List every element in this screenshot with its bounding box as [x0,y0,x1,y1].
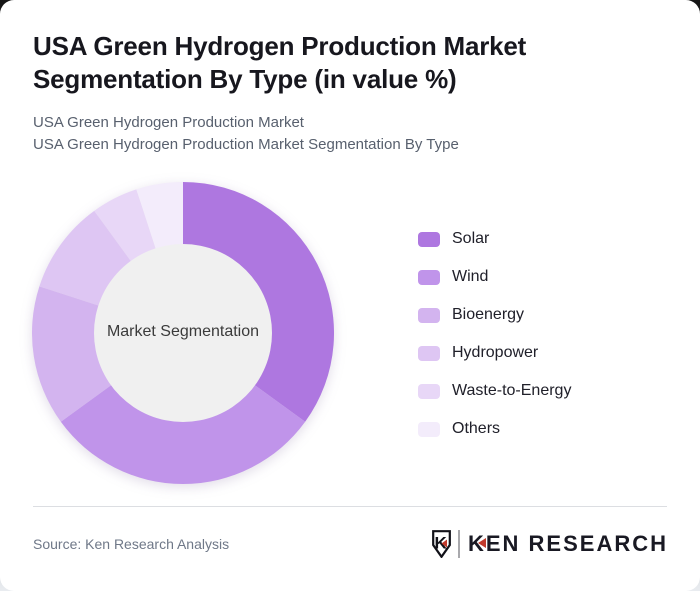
legend-item-others[interactable]: Others [418,414,571,444]
legend-label: Wind [452,268,489,285]
legend-swatch-icon [418,421,440,437]
svg-text:K: K [434,534,447,553]
donut-center-label: Market Segmentation [106,323,260,340]
wordmark-k-triangle-icon [477,538,486,548]
legend-swatch-icon [418,345,440,361]
source-note: Source: Ken Research Analysis [33,536,230,552]
donut-hole [94,244,272,422]
donut-chart: Market Segmentation [32,182,334,484]
footer-divider [33,506,667,507]
logo-divider-bar [457,530,460,558]
chart-legend: Solar Wind Bioenergy Hydropower Waste-to-Ene… [418,224,571,452]
ken-research-logo: K KEN RESEARCH [432,528,668,560]
subtitle-line-2: USA Green Hydrogen Production Market Seg… [33,136,459,153]
page-title: USA Green Hydrogen Production Market Seg… [33,31,527,94]
legend-swatch-icon [418,231,440,247]
legend-label: Bioenergy [452,306,525,323]
legend-label: Others [452,420,501,437]
legend-item-hydropower[interactable]: Hydropower [418,338,571,368]
legend-item-wind[interactable]: Wind [418,262,571,292]
legend-swatch-icon [418,383,440,399]
subtitle-line-1: USA Green Hydrogen Production Market [33,114,304,131]
legend-item-waste-to-energy[interactable]: Waste-to-Energy [418,376,571,406]
legend-label: Waste-to-Energy [452,382,572,399]
legend-swatch-icon [418,307,440,323]
donut-chart-svg [32,182,334,484]
legend-item-solar[interactable]: Solar [418,224,571,254]
ken-research-shield-icon: K [432,530,451,558]
legend-item-bioenergy[interactable]: Bioenergy [418,300,571,330]
legend-label: Hydropower [452,344,539,361]
legend-label: Solar [452,230,490,247]
subtitle-block: USA Green Hydrogen Production Market USA… [33,112,459,156]
brand-wordmark: KEN RESEARCH [467,531,668,556]
legend-swatch-icon [418,269,440,285]
